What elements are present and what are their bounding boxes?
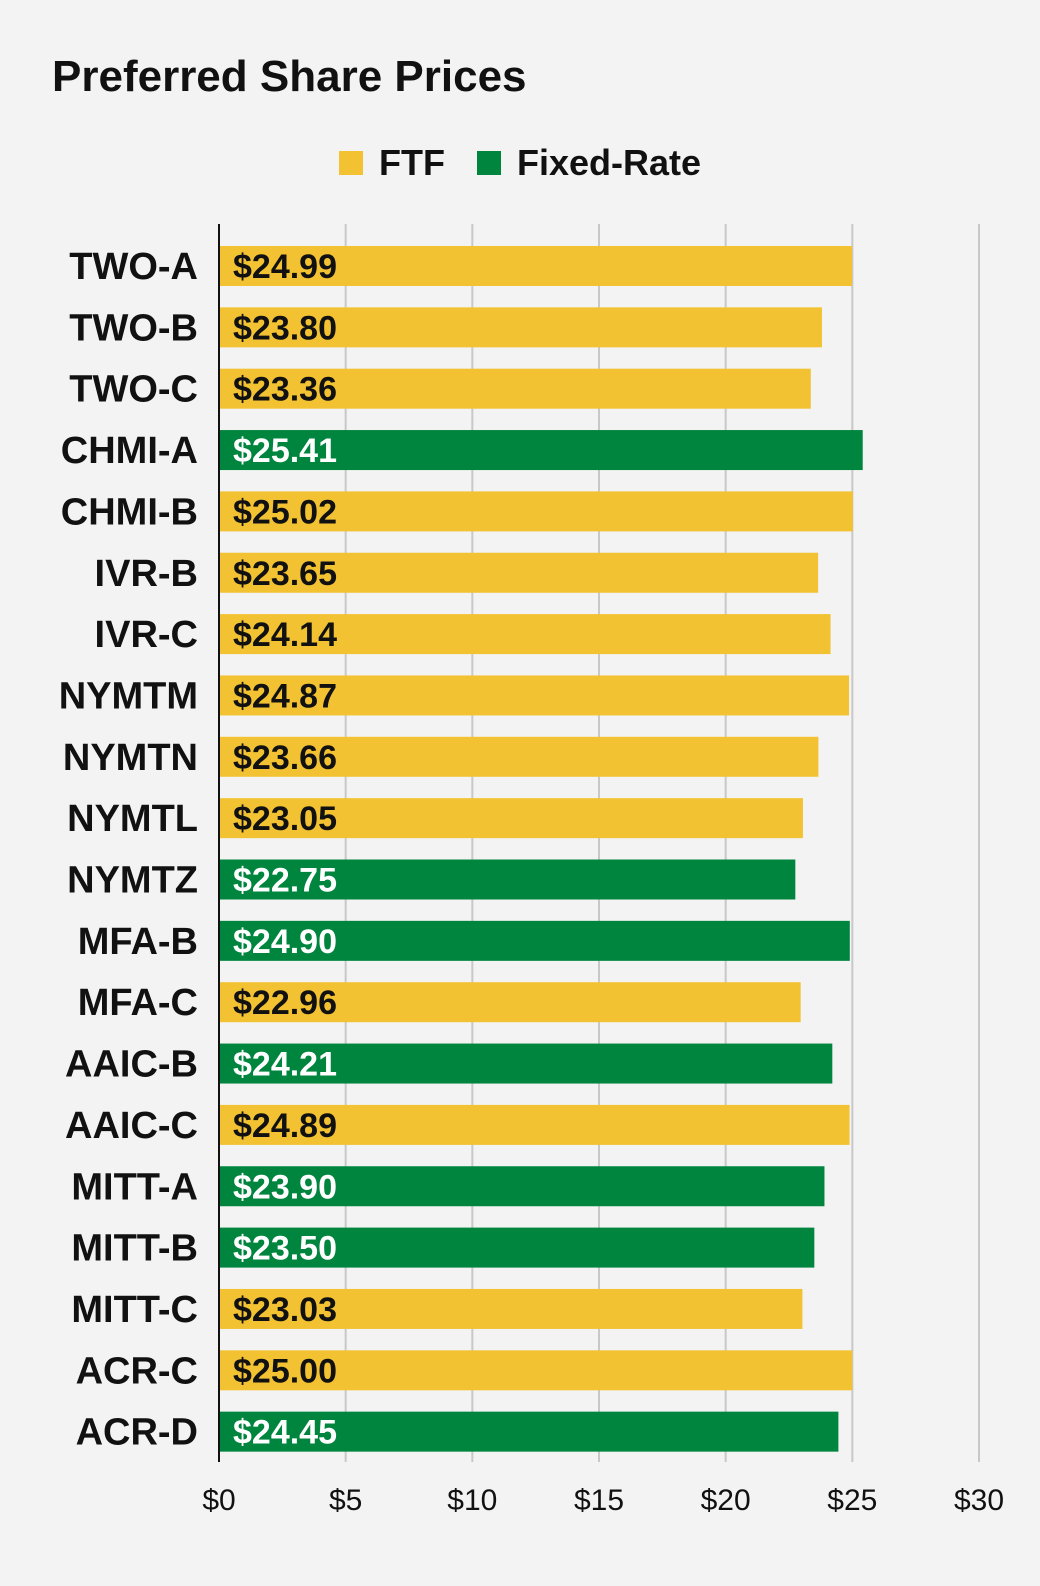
category-label: CHMI-A <box>61 430 198 472</box>
data-label: $24.87 <box>233 677 337 715</box>
data-label: $24.14 <box>233 616 337 654</box>
data-label: $24.90 <box>233 923 337 961</box>
data-label: $23.36 <box>233 371 337 409</box>
bar <box>219 1227 815 1268</box>
data-label: $25.41 <box>233 432 337 470</box>
bar <box>219 798 803 839</box>
chart-title: Preferred Share Prices <box>52 52 527 101</box>
category-label: TWO-B <box>69 307 198 349</box>
bar <box>219 307 822 348</box>
category-label: TWO-C <box>69 369 198 411</box>
data-label: $23.65 <box>233 555 337 593</box>
data-label: $24.21 <box>233 1046 337 1084</box>
category-label: AAIC-B <box>65 1044 198 1086</box>
category-label: MFA-C <box>78 982 198 1024</box>
bar <box>219 675 850 716</box>
category-label: IVR-B <box>95 553 198 595</box>
x-tick-label: $0 <box>202 1484 235 1517</box>
bar <box>219 430 863 471</box>
bar <box>219 246 853 286</box>
category-label: ACR-C <box>76 1350 198 1392</box>
data-label: $23.50 <box>233 1230 337 1268</box>
legend-item-fixed-rate: Fixed-Rate <box>476 142 702 184</box>
data-label: $23.66 <box>233 739 337 777</box>
category-label: MITT-A <box>71 1166 198 1208</box>
data-label: $24.45 <box>233 1414 337 1452</box>
category-label: NYMTM <box>59 675 198 717</box>
data-label: $23.80 <box>233 309 337 347</box>
bar <box>219 1043 833 1084</box>
x-tick-label: $25 <box>827 1484 877 1517</box>
bar <box>219 1411 839 1452</box>
data-label: $23.90 <box>233 1168 337 1206</box>
category-label: IVR-C <box>95 614 198 656</box>
category-label: TWO-A <box>69 246 198 288</box>
bar <box>219 614 831 655</box>
data-label: $22.75 <box>233 862 337 900</box>
bar <box>219 1288 803 1329</box>
data-label: $23.03 <box>233 1291 337 1329</box>
legend-label-fixed-rate: Fixed-Rate <box>516 142 702 183</box>
legend-swatch-ftf <box>338 151 363 175</box>
x-tick-label: $15 <box>574 1484 624 1517</box>
bar <box>219 982 801 1023</box>
category-label: MITT-C <box>71 1289 198 1331</box>
category-label: NYMTL <box>67 798 198 840</box>
data-label: $24.89 <box>233 1107 337 1145</box>
bar <box>219 1166 825 1207</box>
category-label: CHMI-B <box>61 491 198 533</box>
x-tick-label: $10 <box>447 1484 497 1517</box>
category-label: MFA-B <box>78 921 198 963</box>
category-label: NYMTZ <box>67 860 198 902</box>
x-tick-label: $5 <box>329 1484 362 1517</box>
legend-swatch-fixed-rate <box>476 151 501 175</box>
category-label: AAIC-C <box>65 1105 198 1147</box>
bar <box>219 859 796 900</box>
bar <box>219 920 850 961</box>
data-label: $22.96 <box>233 984 337 1022</box>
data-label: $23.05 <box>233 800 337 838</box>
category-label: MITT-B <box>71 1228 198 1270</box>
category-label: NYMTN <box>63 737 198 779</box>
bar <box>219 552 819 593</box>
legend: FTF Fixed-Rate <box>0 142 1040 184</box>
bar <box>219 1350 853 1391</box>
data-label: $24.99 <box>233 248 337 286</box>
legend-label-ftf: FTF <box>378 142 445 183</box>
x-tick-label: $30 <box>954 1484 1004 1517</box>
category-label: ACR-D <box>76 1412 198 1454</box>
x-tick-label: $20 <box>701 1484 751 1517</box>
data-label: $25.02 <box>233 493 337 531</box>
legend-item-ftf: FTF <box>338 142 445 184</box>
bar <box>219 368 811 409</box>
bar <box>219 736 819 777</box>
bar <box>219 491 853 532</box>
bar <box>219 1104 850 1145</box>
data-label: $25.00 <box>233 1352 337 1390</box>
